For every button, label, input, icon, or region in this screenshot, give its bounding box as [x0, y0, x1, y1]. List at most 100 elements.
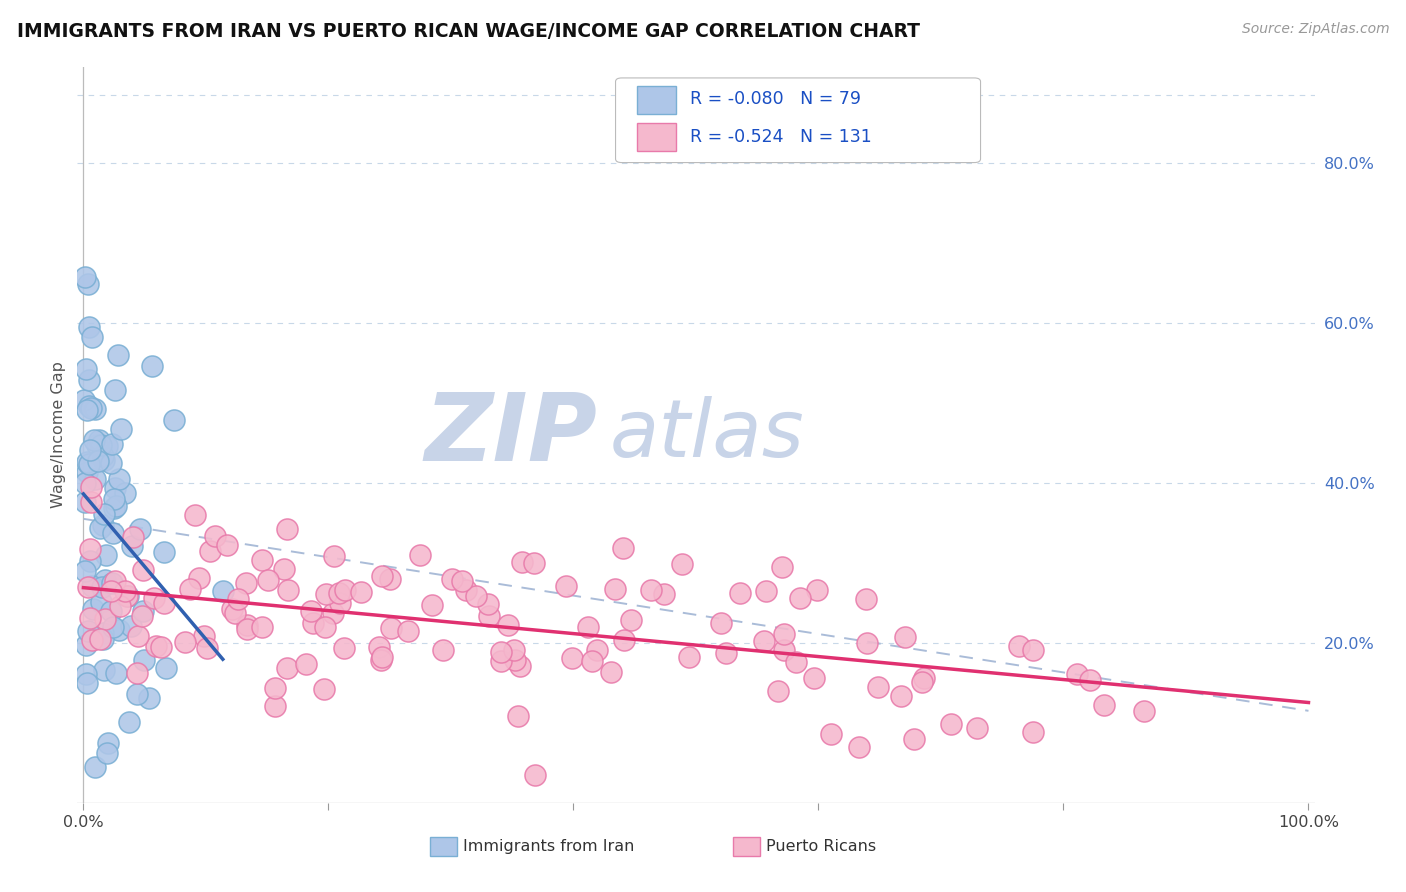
FancyBboxPatch shape	[616, 78, 980, 162]
Point	[86, 438, 108, 452]
Point	[114, 584, 136, 599]
Point	[100, 456, 122, 470]
Point	[103, 525, 125, 540]
Point	[350, 584, 373, 599]
Point	[73, 475, 96, 490]
Point	[855, 591, 877, 606]
Point	[75, 667, 97, 681]
Point	[510, 555, 533, 569]
Point	[132, 604, 155, 618]
Point	[465, 589, 488, 603]
Point	[803, 671, 825, 685]
Point	[1022, 725, 1045, 739]
Point	[79, 401, 101, 416]
Point	[332, 641, 354, 656]
Point	[73, 269, 96, 284]
Point	[198, 543, 221, 558]
Point	[328, 586, 350, 600]
Point	[82, 632, 104, 647]
Text: atlas: atlas	[609, 396, 804, 474]
Point	[620, 613, 643, 627]
Point	[772, 627, 794, 641]
Point	[105, 499, 128, 513]
Point	[125, 666, 148, 681]
Point	[142, 591, 165, 606]
Point	[82, 330, 104, 344]
Point	[195, 641, 218, 656]
Point	[509, 659, 531, 673]
Point	[75, 361, 97, 376]
FancyBboxPatch shape	[430, 838, 457, 855]
Point	[276, 661, 298, 675]
Point	[478, 609, 501, 624]
Point	[766, 684, 789, 698]
Point	[211, 583, 233, 598]
Point	[129, 522, 152, 536]
Point	[76, 465, 98, 479]
Point	[1094, 698, 1116, 712]
Point	[489, 654, 512, 668]
Point	[204, 528, 226, 542]
Point	[73, 564, 96, 578]
Point	[256, 573, 278, 587]
Point	[90, 595, 112, 609]
Point	[250, 553, 273, 567]
Point	[295, 657, 318, 671]
Point	[89, 632, 111, 647]
Point	[107, 623, 129, 637]
Point	[789, 591, 811, 605]
Text: ZIP: ZIP	[425, 389, 598, 481]
Point	[94, 612, 117, 626]
Point	[523, 768, 546, 782]
Point	[96, 439, 118, 453]
Point	[581, 654, 603, 668]
Point	[77, 319, 100, 334]
Point	[322, 607, 344, 621]
Point	[378, 572, 401, 586]
Point	[138, 691, 160, 706]
Point	[820, 727, 842, 741]
Point	[506, 709, 529, 723]
Point	[82, 602, 104, 616]
Point	[77, 457, 100, 471]
Point	[117, 589, 139, 603]
Point	[440, 572, 463, 586]
Point	[108, 472, 131, 486]
Point	[1008, 639, 1031, 653]
Point	[1078, 673, 1101, 687]
Point	[107, 348, 129, 362]
Point	[90, 438, 112, 452]
Point	[89, 433, 111, 447]
Point	[75, 639, 97, 653]
Point	[155, 660, 177, 674]
Point	[263, 699, 285, 714]
Point	[77, 400, 100, 414]
Point	[264, 681, 287, 696]
Point	[91, 580, 114, 594]
Point	[224, 606, 246, 620]
Point	[73, 495, 96, 509]
Point	[76, 675, 98, 690]
Point	[785, 655, 807, 669]
Point	[104, 481, 127, 495]
Point	[103, 491, 125, 506]
Point	[236, 618, 259, 632]
Point	[77, 624, 100, 639]
Point	[370, 569, 392, 583]
Point	[76, 580, 98, 594]
Point	[77, 458, 100, 472]
Point	[122, 530, 145, 544]
Point	[132, 653, 155, 667]
Point	[561, 651, 583, 665]
Point	[77, 277, 100, 291]
Point	[911, 675, 934, 690]
Point	[329, 596, 352, 610]
Point	[150, 640, 173, 654]
Point	[163, 413, 186, 427]
Y-axis label: Wage/Income Gap: Wage/Income Gap	[51, 361, 66, 508]
Point	[893, 630, 915, 644]
Point	[96, 548, 118, 562]
Point	[217, 538, 239, 552]
Point	[104, 383, 127, 397]
Point	[941, 717, 963, 731]
